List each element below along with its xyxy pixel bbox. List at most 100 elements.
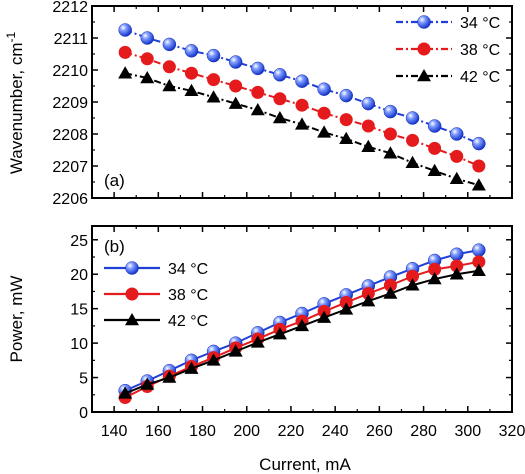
- data-point: [406, 133, 420, 147]
- data-point: [317, 310, 332, 323]
- data-point: [317, 106, 331, 120]
- data-point: [118, 386, 133, 399]
- data-point: [162, 370, 177, 383]
- data-point: [295, 98, 309, 112]
- legend-a: 34 °C 38 °C 42 °C: [396, 15, 500, 86]
- data-point: [184, 66, 198, 80]
- y-tick-label: 25: [70, 233, 88, 250]
- x-axis-label: Current, mA: [259, 455, 351, 474]
- data-point: [361, 139, 376, 153]
- data-point: [295, 318, 309, 332]
- data-point: [405, 278, 420, 291]
- panel-label-b: (b): [104, 237, 125, 256]
- data-point: [140, 377, 155, 390]
- data-point: [471, 263, 486, 277]
- data-point: [472, 255, 486, 269]
- legend-label: 34 °C: [168, 261, 208, 278]
- x-tick-label: 260: [366, 423, 393, 440]
- data-point: [229, 79, 243, 93]
- data-point: [228, 96, 243, 109]
- data-point: [339, 302, 354, 315]
- data-point: [383, 146, 398, 159]
- panel-power: 140 160 180 200 220 240 260 280 300 320 0 5 10 15 20 25…: [7, 225, 525, 440]
- data-point: [383, 286, 398, 299]
- data-point: [427, 272, 442, 285]
- data-point: [383, 104, 398, 119]
- data-point: [450, 259, 464, 273]
- y-tick-label: 2209: [52, 95, 88, 112]
- series-a-0: [118, 23, 486, 151]
- y-axis-label-text: Wavenumber, cm: [7, 43, 26, 175]
- x-tick-label: 320: [499, 423, 525, 440]
- data-point: [405, 155, 420, 169]
- data-point: [361, 96, 376, 111]
- plot-frame-b: [91, 225, 513, 413]
- data-point: [295, 117, 309, 130]
- data-point: [118, 23, 132, 37]
- data-point: [449, 247, 464, 261]
- data-point: [206, 353, 221, 366]
- data-point: [250, 103, 265, 116]
- x-tick-label: 280: [410, 423, 437, 440]
- data-point: [295, 74, 309, 88]
- data-point: [339, 131, 354, 145]
- y-tick-label: 0: [79, 405, 88, 422]
- y-axis-label-superscript: -1: [4, 32, 18, 43]
- data-point: [317, 125, 332, 138]
- x-tick-label: 160: [145, 423, 172, 440]
- series-b-2: [118, 263, 486, 399]
- y-tick-label: 2210: [52, 63, 88, 80]
- data-point: [162, 79, 177, 92]
- data-point: [427, 119, 442, 133]
- y-tick-label: 20: [70, 267, 88, 284]
- data-point: [206, 90, 221, 103]
- data-point: [228, 55, 243, 69]
- legend-marker: [417, 69, 431, 82]
- data-point: [406, 269, 420, 283]
- data-point: [383, 278, 397, 292]
- y-tick-label: 15: [70, 302, 88, 319]
- y-axis-label-text: Power, mW: [7, 276, 26, 363]
- legend-marker: [125, 261, 139, 275]
- data-point: [228, 344, 243, 357]
- data-point: [251, 85, 265, 99]
- data-point: [383, 127, 397, 141]
- series-a-1: [118, 45, 486, 173]
- data-point: [449, 171, 464, 185]
- legend-label: 34 °C: [460, 15, 500, 32]
- y-tick-label: 2211: [54, 31, 89, 48]
- x-tick-label: 200: [233, 423, 260, 440]
- data-point: [472, 159, 486, 173]
- data-point: [118, 45, 132, 59]
- data-point: [251, 61, 265, 76]
- data-point: [162, 60, 176, 74]
- data-point: [272, 327, 287, 340]
- data-point: [449, 267, 464, 280]
- y-axis-label-a: Wavenumber, cm-1: [4, 32, 26, 175]
- y-tick-label: 2207: [52, 159, 88, 176]
- data-point: [339, 113, 353, 127]
- y-tick-label: 2206: [52, 191, 88, 208]
- data-point: [273, 68, 287, 82]
- x-tick-label: 300: [454, 423, 481, 440]
- y-tick-label: 10: [70, 336, 88, 353]
- data-point: [207, 73, 221, 87]
- panel-wavenumber: 2206 2207 2208 2209 2210 2211 2212 Wavenumber, …: [4, 0, 513, 208]
- data-point: [361, 287, 375, 301]
- data-point: [450, 149, 464, 163]
- series-a-2: [118, 66, 486, 191]
- legend-label: 42 °C: [168, 313, 208, 330]
- data-point: [162, 37, 177, 52]
- data-point: [317, 82, 331, 96]
- data-point: [471, 178, 486, 191]
- data-point: [427, 163, 442, 177]
- x-tick-label: 140: [101, 423, 128, 440]
- legend-label: 38 °C: [168, 287, 208, 304]
- data-point: [361, 119, 375, 133]
- data-point: [140, 52, 154, 66]
- data-point: [428, 262, 442, 276]
- data-point: [273, 92, 287, 106]
- x-tick-label: 220: [278, 423, 305, 440]
- legend-label: 38 °C: [460, 42, 500, 59]
